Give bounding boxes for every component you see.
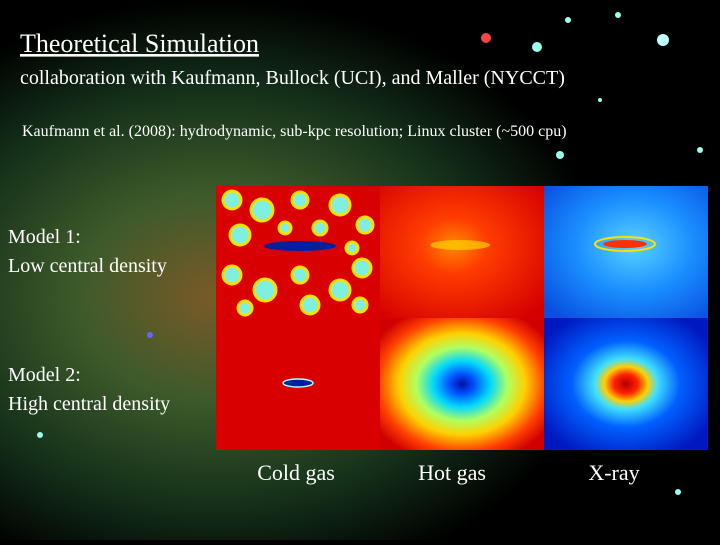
- panel-hot-1: [380, 186, 544, 318]
- column-label: X-ray: [588, 460, 639, 485]
- subtitle: collaboration with Kaufmann, Bullock (UC…: [20, 67, 565, 89]
- model-name: Model 1:: [8, 226, 81, 248]
- model-name: Model 2:: [8, 364, 81, 386]
- model-description: Low central density: [8, 255, 167, 277]
- panel-cold-1: [216, 186, 380, 318]
- model-description: High central density: [8, 393, 170, 415]
- panel-hot-2: [380, 318, 544, 450]
- column-label: Cold gas: [257, 460, 335, 485]
- panel-cold-2: [216, 318, 380, 450]
- note: Kaufmann et al. (2008): hydrodynamic, su…: [22, 123, 567, 140]
- panel-xray-2: [544, 318, 708, 450]
- title: Theoretical Simulation: [20, 29, 259, 58]
- panel-xray-1: [544, 186, 708, 318]
- column-label: Hot gas: [418, 460, 486, 485]
